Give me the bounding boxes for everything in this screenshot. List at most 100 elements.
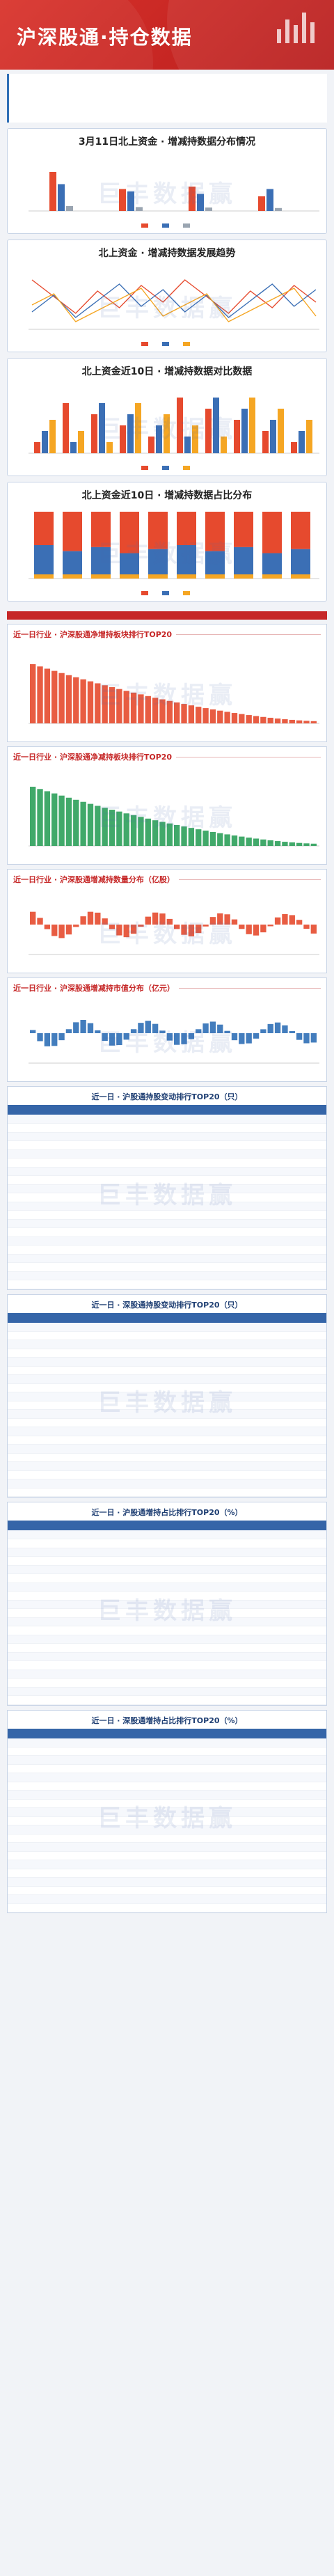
table-cell (61, 1582, 114, 1592)
stack-segment (91, 574, 111, 579)
table-cell (61, 1436, 114, 1445)
bar (181, 1033, 187, 1044)
table-cell (273, 1635, 326, 1644)
table-cell (273, 1842, 326, 1852)
table-cell (113, 1236, 167, 1246)
ranking-table (8, 1521, 326, 1705)
bar (303, 1033, 310, 1044)
table-cell (113, 1600, 167, 1609)
bar (282, 913, 288, 925)
bar (99, 403, 105, 453)
bar (299, 431, 305, 453)
table-cell (113, 1401, 167, 1410)
table-cell (113, 1331, 167, 1340)
table-cell (8, 1695, 61, 1705)
bar (65, 797, 72, 846)
table-cell (166, 1436, 221, 1445)
table-cell (113, 1591, 167, 1601)
table-cell (166, 1236, 221, 1246)
table-cell (8, 1409, 61, 1419)
table-cell (166, 1851, 221, 1860)
table-cell (220, 1678, 273, 1688)
table-cell (113, 1539, 167, 1548)
table-cell (8, 1755, 61, 1765)
table-cell (8, 1322, 61, 1332)
table-cell (273, 1331, 326, 1340)
industry-chart-header: 近一日行业 · 沪深股通净减持板块排行TOP20 (8, 747, 326, 764)
table-cell (220, 1807, 273, 1817)
table-cell (273, 1738, 326, 1748)
table-row (8, 1738, 326, 1748)
ranking-table (8, 1312, 326, 1498)
stack-segment (148, 574, 168, 579)
table-row (8, 1860, 326, 1869)
bar (148, 437, 154, 453)
stack-segment (148, 549, 168, 574)
bar (37, 789, 43, 846)
table-cell (113, 1158, 167, 1168)
table-cell (8, 1842, 61, 1852)
table-cell (166, 1773, 221, 1782)
table-cell (113, 1799, 167, 1808)
table-cell (166, 1608, 221, 1618)
bar (127, 414, 134, 453)
table-cell (8, 1374, 61, 1384)
table-cell (273, 1444, 326, 1454)
table-cell (8, 1236, 61, 1246)
stack-segment (262, 574, 282, 579)
table-title: 近一日 · 沪股通持股变动排行TOP20（只） (91, 1092, 243, 1101)
table-cell (61, 1825, 114, 1835)
bar (87, 803, 94, 846)
bar (209, 1021, 216, 1033)
table-cell (8, 1799, 61, 1808)
bar (202, 1023, 209, 1033)
table-cell (113, 1695, 167, 1705)
table-row (8, 1591, 326, 1601)
bar (159, 913, 166, 925)
table-cell (166, 1591, 221, 1601)
bar (174, 702, 180, 723)
table-cell (220, 1349, 273, 1358)
table-row (8, 1409, 326, 1419)
table-cell (61, 1894, 114, 1904)
table-cell (8, 1167, 61, 1176)
table-cell (61, 1227, 114, 1237)
table-cell (61, 1877, 114, 1887)
bar (37, 1033, 43, 1042)
table-cell (220, 1773, 273, 1782)
table-cell (220, 1894, 273, 1904)
bar (205, 207, 212, 211)
table-cell (166, 1461, 221, 1471)
industry-chart-card: 近一日行业 · 沪深股通增减持市值分布（亿元） 巨丰数据赢 (7, 977, 327, 1082)
bar (303, 721, 310, 723)
table-row (8, 1764, 326, 1773)
table-cell (61, 1643, 114, 1653)
table-cell (113, 1366, 167, 1375)
table-cell (166, 1617, 221, 1626)
table-cell (220, 1271, 273, 1280)
table-cell (166, 1548, 221, 1557)
bar (181, 925, 187, 935)
table-cell (220, 1608, 273, 1618)
table-row (8, 1573, 326, 1583)
bar (152, 1023, 159, 1033)
table-cell (166, 1245, 221, 1255)
table-row (8, 1357, 326, 1367)
table-cell (61, 1262, 114, 1272)
table-cell (61, 1149, 114, 1159)
table-cell (8, 1764, 61, 1773)
table-cell (8, 1383, 61, 1392)
table-cell (113, 1383, 167, 1392)
table-cell (166, 1886, 221, 1895)
bar (80, 801, 86, 846)
bar (130, 692, 137, 723)
bar (66, 206, 73, 211)
bar (217, 710, 223, 723)
bar (262, 431, 269, 453)
bar (109, 686, 116, 723)
table-cell (166, 1202, 221, 1211)
bar (123, 1033, 129, 1040)
table-row (8, 1643, 326, 1653)
table-cell (8, 1556, 61, 1566)
bar (188, 1033, 195, 1039)
